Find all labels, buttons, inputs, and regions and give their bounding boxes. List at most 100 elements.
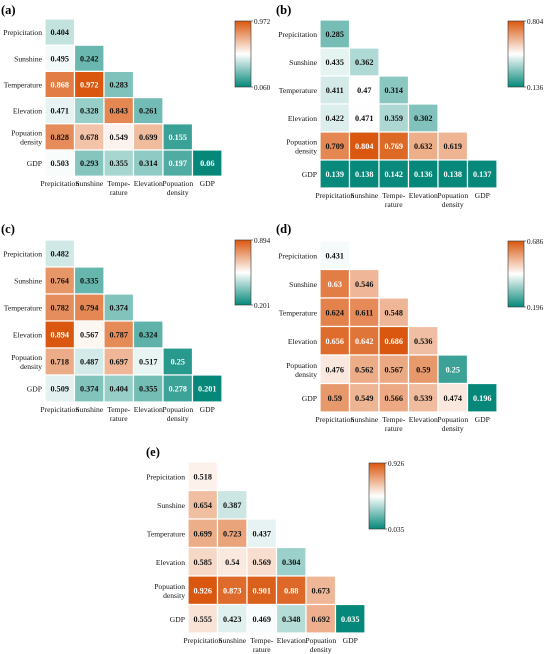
row-label: Prepicitation <box>278 30 317 39</box>
cell-value-label: 0.569 <box>253 558 271 567</box>
cell-value-label: 0.59 <box>328 394 342 403</box>
row-label: Popuation density <box>11 353 42 371</box>
cell-value-label: 0.302 <box>414 114 432 123</box>
cell-value-label: 0.782 <box>51 304 69 313</box>
column-label: Prepicitation <box>315 191 354 200</box>
cell-value-label: 0.196 <box>473 394 491 403</box>
column-label: GDP <box>475 191 490 200</box>
heatmap-panel-d: (d) 0.431 0.63 0.546 0.624 0.611 0.548 0.656 0.6… <box>276 222 544 433</box>
column-label: Prepicitation <box>315 415 354 424</box>
colorbar <box>507 20 525 88</box>
cell-value-label: 0.469 <box>253 615 271 624</box>
cell-value-label: 0.035 <box>341 615 359 624</box>
cell-value-label: 0.359 <box>385 114 403 123</box>
cell-value-label: 0.619 <box>444 142 462 151</box>
cell-value-label: 0.374 <box>80 385 98 394</box>
heatmap-cell <box>319 382 351 413</box>
heatmap-cell <box>437 382 469 413</box>
cell-value-label: 0.518 <box>194 472 212 481</box>
cell-value-label: 0.355 <box>110 159 128 168</box>
heatmap-cell <box>73 96 105 125</box>
heatmap-cell <box>437 354 469 385</box>
heatmap-panel-e: (e) 0.518 0.654 0.387 0.699 0.723 0.437 0.585 0.… <box>146 445 405 654</box>
heatmap-cell <box>437 131 469 161</box>
heatmap-cell <box>305 603 337 634</box>
row-label: Popuation density <box>11 128 42 146</box>
heatmap-cell <box>216 489 248 520</box>
heatmap-cell <box>407 131 439 161</box>
row-label: Prepicitation <box>146 472 185 481</box>
panel-label: (d) <box>276 222 291 236</box>
cell-value-label: 0.293 <box>80 159 98 168</box>
panel-label: (c) <box>1 222 15 236</box>
cell-value-label: 0.242 <box>80 54 98 63</box>
cell-value-label: 0.25 <box>446 365 460 374</box>
cell-value-label: 0.656 <box>326 337 344 346</box>
row-label: Temperature <box>4 304 43 313</box>
heatmap-cell <box>73 293 105 322</box>
column-label: Tempe-rature <box>250 636 274 654</box>
heatmap-cell <box>319 19 351 49</box>
heatmap-cell <box>246 518 278 549</box>
row-label: Popuation density <box>286 361 317 379</box>
column-label: Popuation density <box>437 415 468 433</box>
column-label: Popuation density <box>437 191 468 209</box>
cell-value-label: 0.794 <box>80 304 98 313</box>
cell-value-label: 0.868 <box>51 81 69 90</box>
cell-value-label: 0.474 <box>444 394 462 403</box>
column-label: Elevation <box>134 179 163 188</box>
row-label: Elevation <box>13 331 42 340</box>
column-label: Tempe-rature <box>382 191 406 209</box>
heatmap-panel-a: (a) 0.404 0.495 0.242 0.868 0.972 0.283 0.471 0.… <box>1 3 271 197</box>
colorbar <box>507 240 525 308</box>
cell-value-label: 0.972 <box>80 81 98 90</box>
heatmap-cell <box>348 268 380 299</box>
cell-value-label: 0.487 <box>80 358 98 367</box>
row-label: GDP <box>302 394 317 403</box>
column-label: GDP <box>200 179 215 188</box>
cell-value-label: 0.482 <box>51 250 69 259</box>
colorbar-max-label: 0.804 <box>527 18 544 26</box>
cell-value-label: 0.503 <box>51 159 69 168</box>
row-label: Prepicitation <box>3 250 42 259</box>
cell-value-label: 0.355 <box>139 385 157 394</box>
cell-value-label: 0.362 <box>355 58 373 67</box>
cell-value-label: 0.517 <box>139 358 157 367</box>
cell-value-label: 0.764 <box>51 277 69 286</box>
heatmap-cell <box>162 149 194 177</box>
cell-value-label: 0.138 <box>355 170 373 179</box>
cell-value-label: 0.686 <box>385 337 403 346</box>
heatmap-cell <box>187 461 219 492</box>
column-label: Tempe-rature <box>107 405 131 423</box>
heatmap-cell <box>103 320 135 349</box>
heatmap-cell <box>466 159 498 189</box>
cell-value-label: 0.567 <box>80 331 98 340</box>
cell-value-label: 0.404 <box>110 385 128 394</box>
heatmap-cell <box>73 123 105 151</box>
cell-value-label: 0.654 <box>194 501 212 510</box>
cell-value-label: 0.699 <box>139 133 157 142</box>
row-label: Temperature <box>4 81 43 90</box>
cell-value-label: 0.692 <box>312 615 330 624</box>
row-label: GDP <box>170 615 185 624</box>
colorbar-max-label: 0.894 <box>254 237 271 245</box>
cell-value-label: 0.431 <box>326 251 344 260</box>
column-label: GDP <box>200 405 215 414</box>
column-label: Elevation <box>409 191 438 200</box>
heatmap-cell <box>275 546 307 577</box>
cell-value-label: 0.25 <box>171 358 185 367</box>
cell-value-label: 0.261 <box>139 107 157 116</box>
cell-value-label: 0.562 <box>355 365 373 374</box>
cell-value-label: 0.285 <box>326 30 344 39</box>
cell-value-label: 0.142 <box>385 170 403 179</box>
cell-value-label: 0.314 <box>139 159 157 168</box>
row-label: Popuation density <box>286 138 317 156</box>
heatmap-cell <box>44 347 76 376</box>
cell-value-label: 0.699 <box>194 529 212 538</box>
cell-value-label: 0.437 <box>253 529 271 538</box>
cell-value-label: 0.642 <box>355 337 373 346</box>
colorbar <box>234 20 252 88</box>
heatmap-cell <box>407 159 439 189</box>
row-label: Prepicitation <box>278 251 317 260</box>
